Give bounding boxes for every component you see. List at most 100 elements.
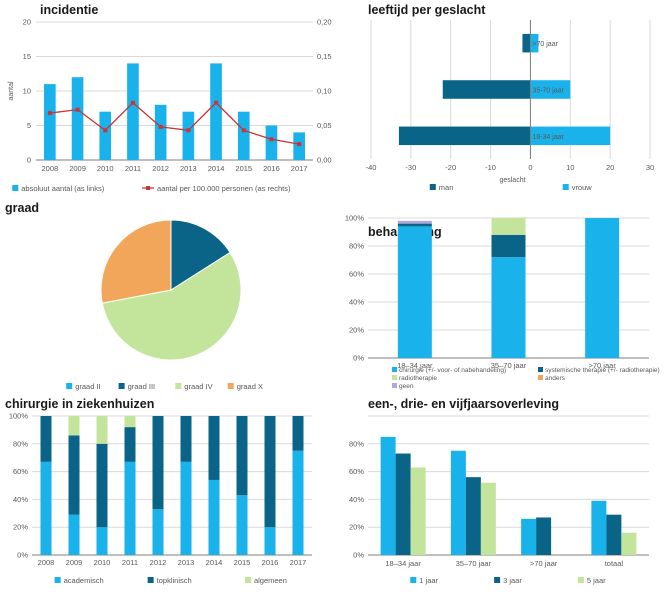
bar-segment (40, 461, 52, 555)
x-tick-label: 2008 (42, 164, 59, 173)
panel-overleving: een-, drie- en vijfjaarsoverleving 0% 20%… (334, 396, 667, 594)
x-tick-label: 2013 (178, 558, 195, 567)
bar (442, 80, 531, 99)
legend-label: topklinisch (157, 576, 192, 585)
bar (410, 467, 426, 555)
bar (127, 63, 139, 160)
legend-swatch (54, 577, 61, 583)
legend-label: aantal per 100.000 personen (as rechts) (157, 184, 291, 193)
x-tick-label: -10 (485, 163, 496, 172)
y2-tick-label: 0,15 (317, 52, 332, 61)
x-tick-label: 2010 (97, 164, 114, 173)
bar-segment (68, 435, 80, 515)
bar (536, 517, 552, 555)
bar-segment (124, 427, 136, 462)
legend-label: chirurgie (+/- voor- of nabehandeling) (399, 367, 506, 374)
y-category-label: 35-70 jaar (532, 88, 564, 95)
bar (465, 477, 481, 555)
x-tick-label: totaal (605, 559, 624, 568)
y-tick-label: 5 (27, 121, 31, 130)
x-tick-label: 30 (646, 163, 654, 172)
x-tick-label: 2009 (69, 164, 86, 173)
x-tick-label: 2012 (152, 164, 169, 173)
panel-chirurgie: chirurgie in ziekenhuizen 0% 20% 40% 60% 80%… (0, 396, 334, 594)
x-tick-label: 0 (528, 163, 532, 172)
chart-title: een-, drie- en vijfjaarsoverleving (368, 397, 560, 411)
x-tick-label: -20 (445, 163, 456, 172)
legend-swatch (244, 577, 251, 583)
bar-segment (96, 443, 108, 528)
series-line (49, 101, 300, 145)
y-tick-label: 15 (23, 52, 31, 61)
y-tick-label: 40% (13, 495, 28, 504)
bar-segment (180, 416, 192, 462)
bar-segment (397, 226, 432, 358)
pie-slice (170, 219, 231, 291)
bar (621, 532, 637, 555)
bar-segment (397, 223, 432, 227)
line-point (103, 128, 108, 133)
legend-swatch (392, 375, 397, 380)
y-tick-label: 60% (349, 467, 364, 476)
y-tick-label: 40% (349, 495, 364, 504)
legend-label: geen (399, 383, 414, 390)
x-tick-label: -40 (366, 163, 377, 172)
legend-label: 5 jaar (587, 576, 606, 585)
bar (450, 450, 466, 555)
legend-label: algemeen (254, 576, 287, 585)
x-tick-label: 35–70 jaar (456, 559, 492, 568)
line-point (75, 107, 80, 112)
x-tick-label: 2010 (94, 558, 111, 567)
y-tick-label: 20% (13, 523, 28, 532)
x-tick-label: 2016 (262, 558, 279, 567)
panel-graad: graad graad II graad III graad IV graad X (0, 198, 334, 396)
legend-swatch (118, 383, 125, 389)
x-tick-label: 2012 (150, 558, 167, 567)
incidentie-chart: 0 5 10 15 20 0,00 0,05 0,10 0,15 0,20 aantal 2008 20… (8, 18, 332, 194)
chart-title: incidentie (40, 3, 99, 17)
x-tick-label: 18–34 jaar (397, 361, 433, 370)
bar-segment (68, 416, 80, 436)
line-point (297, 142, 302, 147)
bar (480, 482, 496, 555)
line-point (158, 124, 163, 129)
x-tick-label: 2014 (206, 558, 223, 567)
legend-label: graad X (237, 382, 263, 391)
bar (182, 111, 195, 160)
bar-segment (264, 527, 276, 555)
x-tick-label: 2011 (125, 164, 141, 173)
legend-label: anders (545, 375, 566, 382)
panel-behandeling: behandeling 0%20%40%60%80%100%18–34 jaar… (334, 198, 667, 396)
line-point (214, 100, 219, 105)
bar (398, 126, 531, 146)
x-tick-label: >70 jaar (530, 559, 558, 568)
chirurgie-chart: 0% 20% 40% 60% 80% 100% 2008 2009 2010 2011 2012 20… (9, 412, 312, 585)
legend-swatch (494, 577, 501, 583)
bar (265, 125, 278, 160)
leeftijd-chart: -40 -30 -20 -10 0 10 20 30 geslacht 18-34 jaar 35-… (366, 20, 654, 192)
y-tick-label: 80% (349, 439, 364, 448)
legend-swatch (577, 577, 584, 583)
bar-segment (208, 416, 220, 480)
legend-label: 3 jaar (503, 576, 522, 585)
legend-label: radiotherapie (399, 375, 437, 382)
y-tick-label: 60% (349, 270, 364, 279)
x-tick-label: 2017 (290, 558, 307, 567)
x-tick-label: 2011 (122, 558, 138, 567)
bar (71, 77, 84, 160)
bar (606, 514, 622, 555)
bar (395, 453, 411, 555)
line-point (269, 137, 274, 142)
bar (530, 33, 539, 53)
bar-segment (40, 416, 52, 462)
legend-swatch (538, 367, 543, 372)
legend-label: man (439, 183, 454, 192)
bar (44, 84, 56, 160)
bar-segment (96, 527, 108, 555)
legend-swatch (562, 184, 569, 190)
legend-label: vrouw (572, 183, 593, 192)
x-tick-label: 35–70 jaar (491, 361, 527, 370)
line-point (47, 111, 52, 116)
legend-swatch (66, 383, 73, 389)
legend-swatch (392, 383, 397, 388)
